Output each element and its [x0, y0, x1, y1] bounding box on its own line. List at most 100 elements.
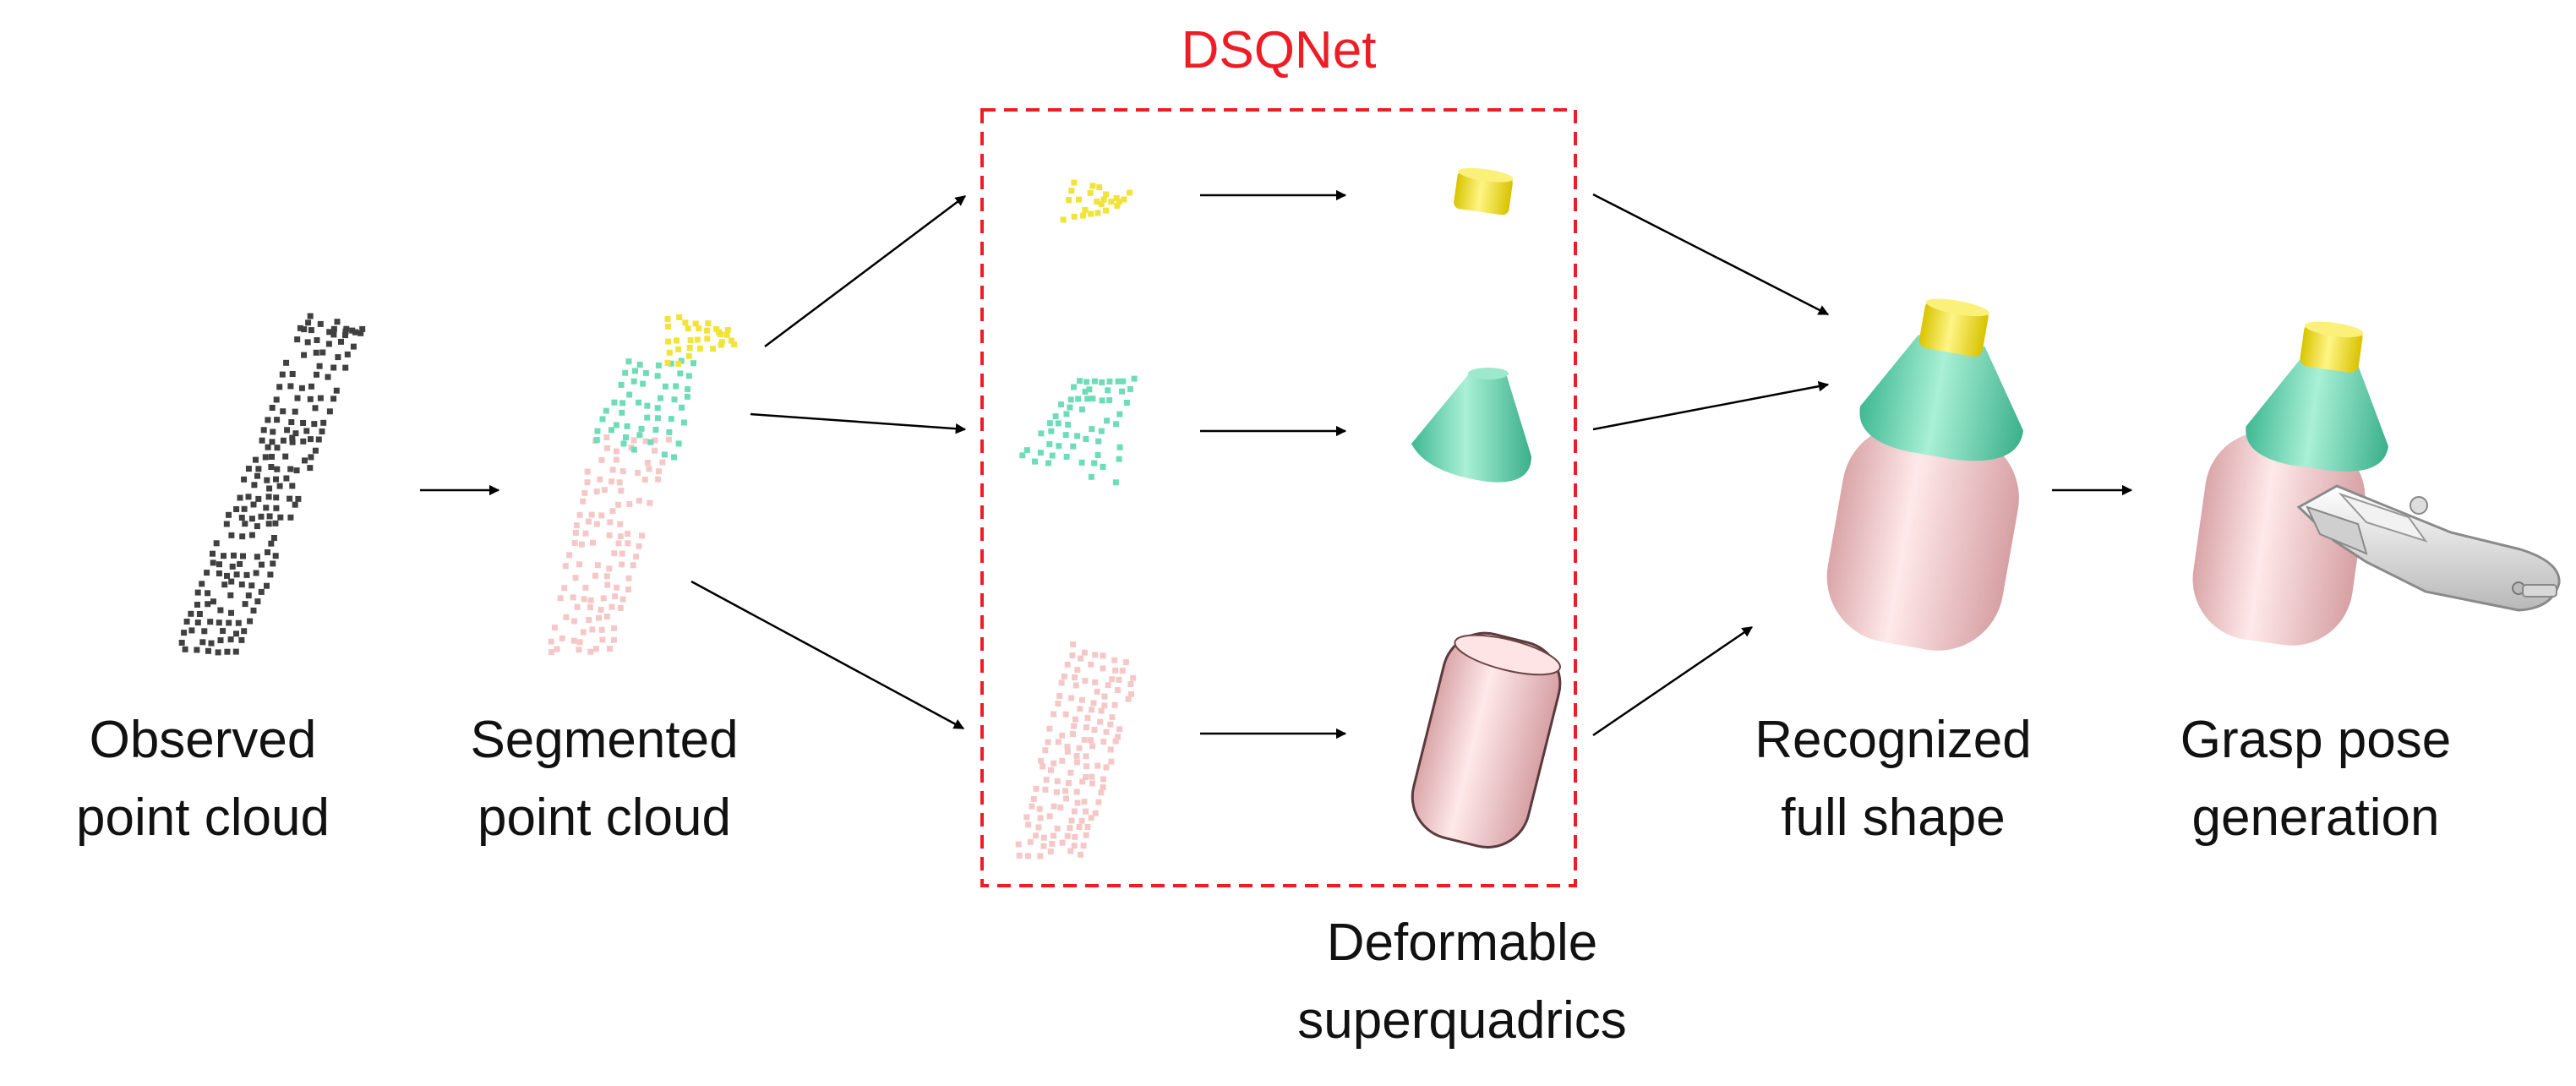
point	[294, 395, 301, 401]
point	[326, 408, 333, 415]
point	[584, 479, 591, 486]
point	[598, 456, 605, 463]
point	[1091, 727, 1098, 734]
point	[1015, 841, 1022, 848]
point	[305, 319, 312, 326]
point	[1106, 378, 1113, 385]
point	[1048, 428, 1055, 434]
point	[1063, 411, 1070, 417]
point	[238, 636, 245, 643]
point	[1055, 739, 1062, 745]
point	[665, 436, 672, 443]
point	[342, 332, 348, 339]
point	[241, 505, 248, 512]
point	[273, 396, 280, 403]
point	[270, 428, 276, 435]
point	[1051, 832, 1056, 839]
point	[289, 439, 296, 445]
point	[216, 570, 222, 576]
point	[342, 364, 349, 371]
point	[259, 561, 265, 568]
point	[1048, 767, 1054, 773]
point	[571, 539, 578, 546]
point	[1074, 667, 1081, 674]
point	[1083, 832, 1089, 838]
arrow-body-to-full	[1592, 625, 1754, 737]
point	[599, 636, 606, 643]
point	[269, 454, 275, 460]
point	[619, 400, 626, 407]
point	[302, 457, 308, 464]
point	[1047, 849, 1054, 855]
point	[607, 519, 614, 526]
point	[1051, 760, 1057, 767]
point	[675, 360, 682, 367]
point	[228, 578, 235, 585]
point	[654, 415, 661, 422]
point	[603, 407, 609, 414]
point	[1078, 851, 1083, 858]
point	[1084, 715, 1091, 722]
point	[301, 326, 308, 333]
point	[606, 565, 613, 572]
point	[1092, 378, 1098, 385]
point	[1051, 803, 1057, 810]
point	[1111, 701, 1118, 708]
point	[573, 522, 580, 529]
point	[661, 451, 668, 458]
point	[1092, 652, 1099, 658]
point	[611, 625, 618, 631]
point	[266, 513, 273, 520]
point	[1123, 400, 1130, 406]
point	[1074, 433, 1081, 439]
point	[1127, 385, 1133, 392]
point	[1059, 732, 1066, 739]
point	[1056, 693, 1063, 700]
point	[671, 454, 678, 461]
point	[613, 456, 619, 463]
point	[352, 329, 358, 336]
point	[1092, 679, 1099, 685]
neck-part-point-cloud	[1019, 375, 1138, 486]
point	[316, 363, 323, 369]
point	[1038, 757, 1045, 764]
point	[1037, 815, 1044, 821]
point	[315, 436, 322, 443]
body-superquadric	[1411, 631, 1562, 849]
point	[696, 325, 702, 332]
point	[619, 561, 625, 568]
point	[1078, 655, 1084, 662]
point	[1040, 834, 1047, 841]
point	[1127, 681, 1134, 687]
point	[1116, 444, 1123, 450]
point	[227, 592, 234, 598]
point	[1054, 778, 1061, 784]
point	[1115, 378, 1122, 385]
point	[280, 408, 287, 415]
point	[673, 383, 679, 390]
point	[622, 369, 629, 376]
point	[233, 571, 240, 578]
point	[245, 494, 252, 500]
point	[1105, 387, 1111, 394]
point	[1100, 463, 1106, 470]
point	[1089, 183, 1096, 189]
point	[654, 373, 661, 379]
point	[266, 485, 273, 492]
point	[1089, 707, 1095, 713]
point	[1080, 843, 1087, 849]
point	[646, 466, 652, 472]
point	[1068, 817, 1075, 824]
point	[245, 466, 252, 472]
point	[611, 399, 618, 406]
point	[1088, 661, 1094, 668]
point	[313, 349, 319, 356]
point	[610, 636, 617, 643]
arrow-segmented-to-body	[690, 580, 965, 730]
point	[343, 325, 350, 332]
point	[1112, 667, 1119, 674]
point	[282, 453, 289, 460]
point	[587, 648, 594, 655]
point	[231, 552, 237, 559]
point	[237, 560, 243, 567]
